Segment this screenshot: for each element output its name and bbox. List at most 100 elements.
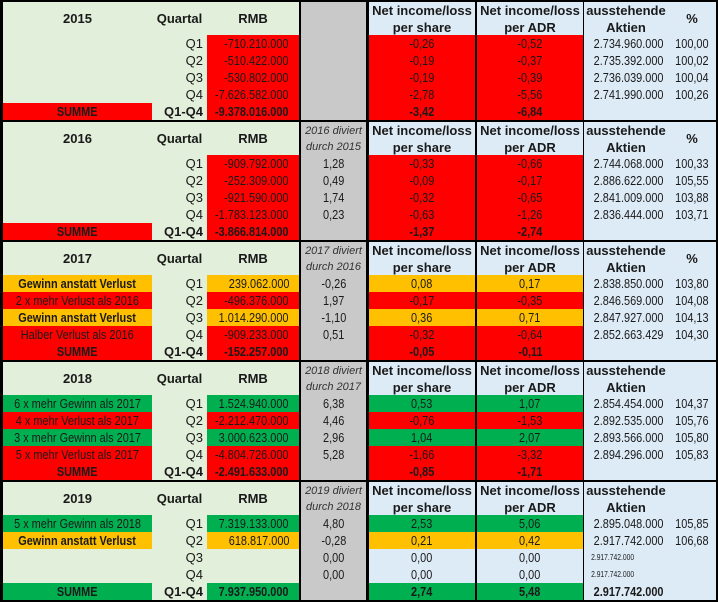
eps-value[interactable]: -0,09 bbox=[369, 172, 475, 189]
rmb-value[interactable]: -496.376.000 bbox=[207, 292, 299, 309]
sum-label[interactable]: SUMME bbox=[3, 103, 152, 120]
ratio-value[interactable] bbox=[301, 86, 366, 103]
pct-value[interactable]: 106,68 bbox=[668, 532, 716, 549]
shares-value[interactable]: 2.836.444.000 bbox=[584, 206, 668, 223]
quarter-label[interactable]: Q1-Q4 bbox=[152, 343, 207, 360]
adr-value[interactable]: -1,26 bbox=[477, 206, 583, 223]
row-comment[interactable]: Gewinn anstatt Verlust bbox=[3, 532, 152, 549]
ratio-value[interactable] bbox=[301, 583, 366, 600]
row-comment[interactable] bbox=[3, 86, 152, 103]
ratio-value[interactable] bbox=[301, 463, 366, 480]
row-comment[interactable] bbox=[3, 69, 152, 86]
ratio-value[interactable]: 2,96 bbox=[301, 429, 366, 446]
quarter-label[interactable]: Q4 bbox=[152, 86, 207, 103]
shares-value[interactable]: 2.736.039.000 bbox=[584, 69, 668, 86]
pct-value[interactable]: 105,76 bbox=[668, 412, 716, 429]
quarter-label[interactable]: Q1-Q4 bbox=[152, 103, 207, 120]
eps-value[interactable]: -0,76 bbox=[369, 412, 475, 429]
eps-value[interactable]: -2,78 bbox=[369, 86, 475, 103]
ratio-value[interactable]: 0,00 bbox=[301, 566, 366, 583]
pct-value[interactable]: 105,55 bbox=[668, 172, 716, 189]
quarter-label[interactable]: Q4 bbox=[152, 206, 207, 223]
pct-value[interactable] bbox=[668, 463, 716, 480]
eps-value[interactable]: 2,74 bbox=[369, 583, 475, 600]
eps-value[interactable]: 0,08 bbox=[369, 275, 475, 292]
eps-value[interactable]: -0,32 bbox=[369, 189, 475, 206]
adr-value[interactable]: -3,32 bbox=[477, 446, 583, 463]
adr-value[interactable]: -0,64 bbox=[477, 326, 583, 343]
ratio-value[interactable] bbox=[301, 343, 366, 360]
pct-value[interactable] bbox=[668, 549, 716, 566]
adr-value[interactable]: -1,53 bbox=[477, 412, 583, 429]
rmb-value[interactable]: 618.817.000 bbox=[207, 532, 299, 549]
pct-value[interactable]: 103,80 bbox=[668, 275, 716, 292]
quarter-label[interactable]: Q2 bbox=[152, 52, 207, 69]
quarter-label[interactable]: Q3 bbox=[152, 309, 207, 326]
quarter-label[interactable]: Q2 bbox=[152, 412, 207, 429]
pct-value[interactable] bbox=[668, 343, 716, 360]
shares-value[interactable]: 2.741.990.000 bbox=[584, 86, 668, 103]
eps-value[interactable]: -0,05 bbox=[369, 343, 475, 360]
ratio-value[interactable]: 0,49 bbox=[301, 172, 366, 189]
pct-value[interactable]: 100,00 bbox=[668, 35, 716, 52]
rmb-value[interactable]: 1.524.940.000 bbox=[207, 395, 299, 412]
ratio-value[interactable] bbox=[301, 103, 366, 120]
eps-value[interactable]: 0,36 bbox=[369, 309, 475, 326]
eps-value[interactable]: -0,19 bbox=[369, 69, 475, 86]
shares-value[interactable]: 2.894.296.000 bbox=[584, 446, 668, 463]
row-comment[interactable] bbox=[3, 206, 152, 223]
row-comment[interactable]: 5 x mehr Verlust als 2017 bbox=[3, 446, 152, 463]
row-comment[interactable]: Halber Verlust als 2016 bbox=[3, 326, 152, 343]
adr-value[interactable]: -1,71 bbox=[477, 463, 583, 480]
eps-value[interactable]: -0,63 bbox=[369, 206, 475, 223]
rmb-value[interactable]: -909.233.000 bbox=[207, 326, 299, 343]
rmb-value[interactable]: -710.210.000 bbox=[207, 35, 299, 52]
shares-value[interactable]: 2.917.742.000 bbox=[584, 549, 668, 566]
ratio-value[interactable]: -1,10 bbox=[301, 309, 366, 326]
adr-value[interactable]: 5,06 bbox=[477, 515, 583, 532]
shares-value[interactable]: 2.917.742.000 bbox=[584, 566, 668, 583]
ratio-value[interactable] bbox=[301, 69, 366, 86]
adr-value[interactable]: -5,56 bbox=[477, 86, 583, 103]
ratio-value[interactable]: 6,38 bbox=[301, 395, 366, 412]
eps-value[interactable]: 0,21 bbox=[369, 532, 475, 549]
pct-value[interactable]: 100,04 bbox=[668, 69, 716, 86]
quarter-label[interactable]: Q2 bbox=[152, 532, 207, 549]
rmb-value[interactable]: -152.257.000 bbox=[207, 343, 299, 360]
shares-value[interactable]: 2.847.927.000 bbox=[584, 309, 668, 326]
pct-value[interactable]: 103,88 bbox=[668, 189, 716, 206]
shares-value[interactable] bbox=[584, 463, 668, 480]
rmb-value[interactable]: 1.014.290.000 bbox=[207, 309, 299, 326]
sum-label[interactable]: SUMME bbox=[3, 343, 152, 360]
shares-value[interactable]: 2.917.742.000 bbox=[584, 583, 668, 600]
pct-value[interactable]: 104,13 bbox=[668, 309, 716, 326]
pct-value[interactable]: 104,30 bbox=[668, 326, 716, 343]
rmb-value[interactable]: -921.590.000 bbox=[207, 189, 299, 206]
quarter-label[interactable]: Q1 bbox=[152, 35, 207, 52]
shares-value[interactable]: 2.886.622.000 bbox=[584, 172, 668, 189]
adr-value[interactable]: 2,07 bbox=[477, 429, 583, 446]
adr-value[interactable]: 0,00 bbox=[477, 566, 583, 583]
rmb-value[interactable]: -530.802.000 bbox=[207, 69, 299, 86]
shares-value[interactable] bbox=[584, 343, 668, 360]
pct-value[interactable] bbox=[668, 583, 716, 600]
row-comment[interactable] bbox=[3, 566, 152, 583]
rmb-value[interactable]: -7.626.582.000 bbox=[207, 86, 299, 103]
ratio-value[interactable]: -0,26 bbox=[301, 275, 366, 292]
eps-value[interactable]: -1,37 bbox=[369, 223, 475, 240]
eps-value[interactable]: 2,53 bbox=[369, 515, 475, 532]
ratio-value[interactable]: -0,28 bbox=[301, 532, 366, 549]
shares-value[interactable]: 2.852.663.429 bbox=[584, 326, 668, 343]
adr-value[interactable]: 1,07 bbox=[477, 395, 583, 412]
pct-value[interactable] bbox=[668, 566, 716, 583]
row-comment[interactable]: 3 x mehr Gewinn als 2017 bbox=[3, 429, 152, 446]
adr-value[interactable]: -0,11 bbox=[477, 343, 583, 360]
eps-value[interactable]: 1,04 bbox=[369, 429, 475, 446]
sum-label[interactable]: SUMME bbox=[3, 583, 152, 600]
ratio-value[interactable]: 1,97 bbox=[301, 292, 366, 309]
shares-value[interactable]: 2.846.569.000 bbox=[584, 292, 668, 309]
shares-value[interactable]: 2.854.454.000 bbox=[584, 395, 668, 412]
adr-value[interactable]: -0,65 bbox=[477, 189, 583, 206]
pct-value[interactable] bbox=[668, 103, 716, 120]
eps-value[interactable]: 0,00 bbox=[369, 549, 475, 566]
